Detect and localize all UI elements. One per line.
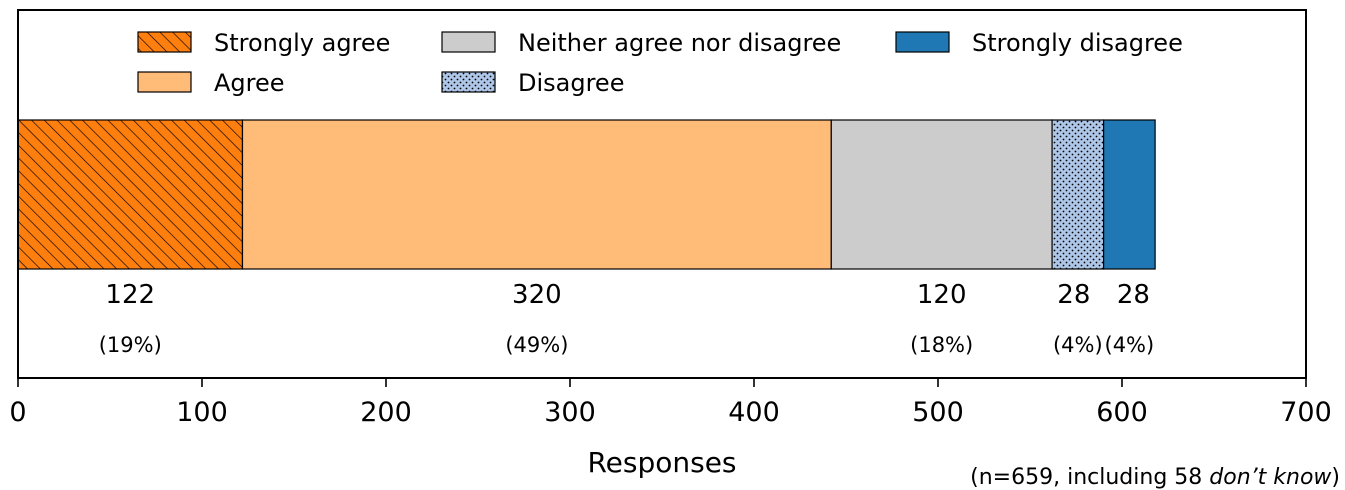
x-tick-label-600: 600 [1096,397,1148,428]
legend: Strongly agree Agree Neither agree nor dis… [137,29,1183,97]
value-label-disagree: 28 [1057,280,1090,310]
x-tick-label-100: 100 [176,397,228,428]
value-label-strongly-agree: 122 [105,280,155,310]
bar-agree [241,119,832,270]
x-tick-label-700: 700 [1280,397,1332,428]
legend-label-agree: Agree [214,69,285,97]
sample-size-note: (n=659, including 58 don’t know) [970,465,1340,490]
x-axis: 0 100 200 300 400 500 600 700 [9,378,1332,428]
value-label-neither-agree-nor-disagree: 120 [917,280,967,310]
bar-segments [17,119,1156,270]
legend-swatch-disagree [441,71,496,93]
percent-label-disagree: (4%) [1053,333,1103,357]
bar-labels: 122 (19%) 320 (49%) 120 (18%) 28 (4%) 28 (4%) [99,280,1155,357]
bar-strongly-disagree [1102,119,1156,270]
legend-swatch-strongly-disagree [895,31,950,53]
percent-label-strongly-agree: (19%) [99,333,162,357]
percent-label-agree: (49%) [505,333,568,357]
legend-label-disagree: Disagree [518,69,624,97]
percent-label-strongly-disagree: (4%) [1105,333,1155,357]
note-italic: don’t know [1209,465,1332,490]
bar-disagree [1051,119,1105,270]
x-tick-label-300: 300 [544,397,596,428]
x-tick-label-400: 400 [728,397,780,428]
value-label-agree: 320 [512,280,562,310]
x-tick-label-200: 200 [360,397,412,428]
bar-neither-agree-nor-disagree [830,119,1053,270]
legend-swatch-strongly-agree [137,31,192,53]
legend-label-strongly-disagree: Strongly disagree [972,29,1183,57]
legend-label-neither-agree-nor-disagree: Neither agree nor disagree [518,29,841,57]
bar-strongly-agree [17,119,244,270]
legend-swatch-agree [137,71,192,93]
plot-frame [17,9,1307,379]
x-tick-label-0: 0 [9,397,26,428]
value-label-strongly-disagree: 28 [1117,280,1150,310]
x-tick-label-500: 500 [912,397,964,428]
percent-label-neither-agree-nor-disagree: (18%) [910,333,973,357]
legend-label-strongly-agree: Strongly agree [214,29,390,57]
x-axis-label: Responses [587,446,736,479]
legend-swatch-neither-agree-nor-disagree [441,31,496,53]
